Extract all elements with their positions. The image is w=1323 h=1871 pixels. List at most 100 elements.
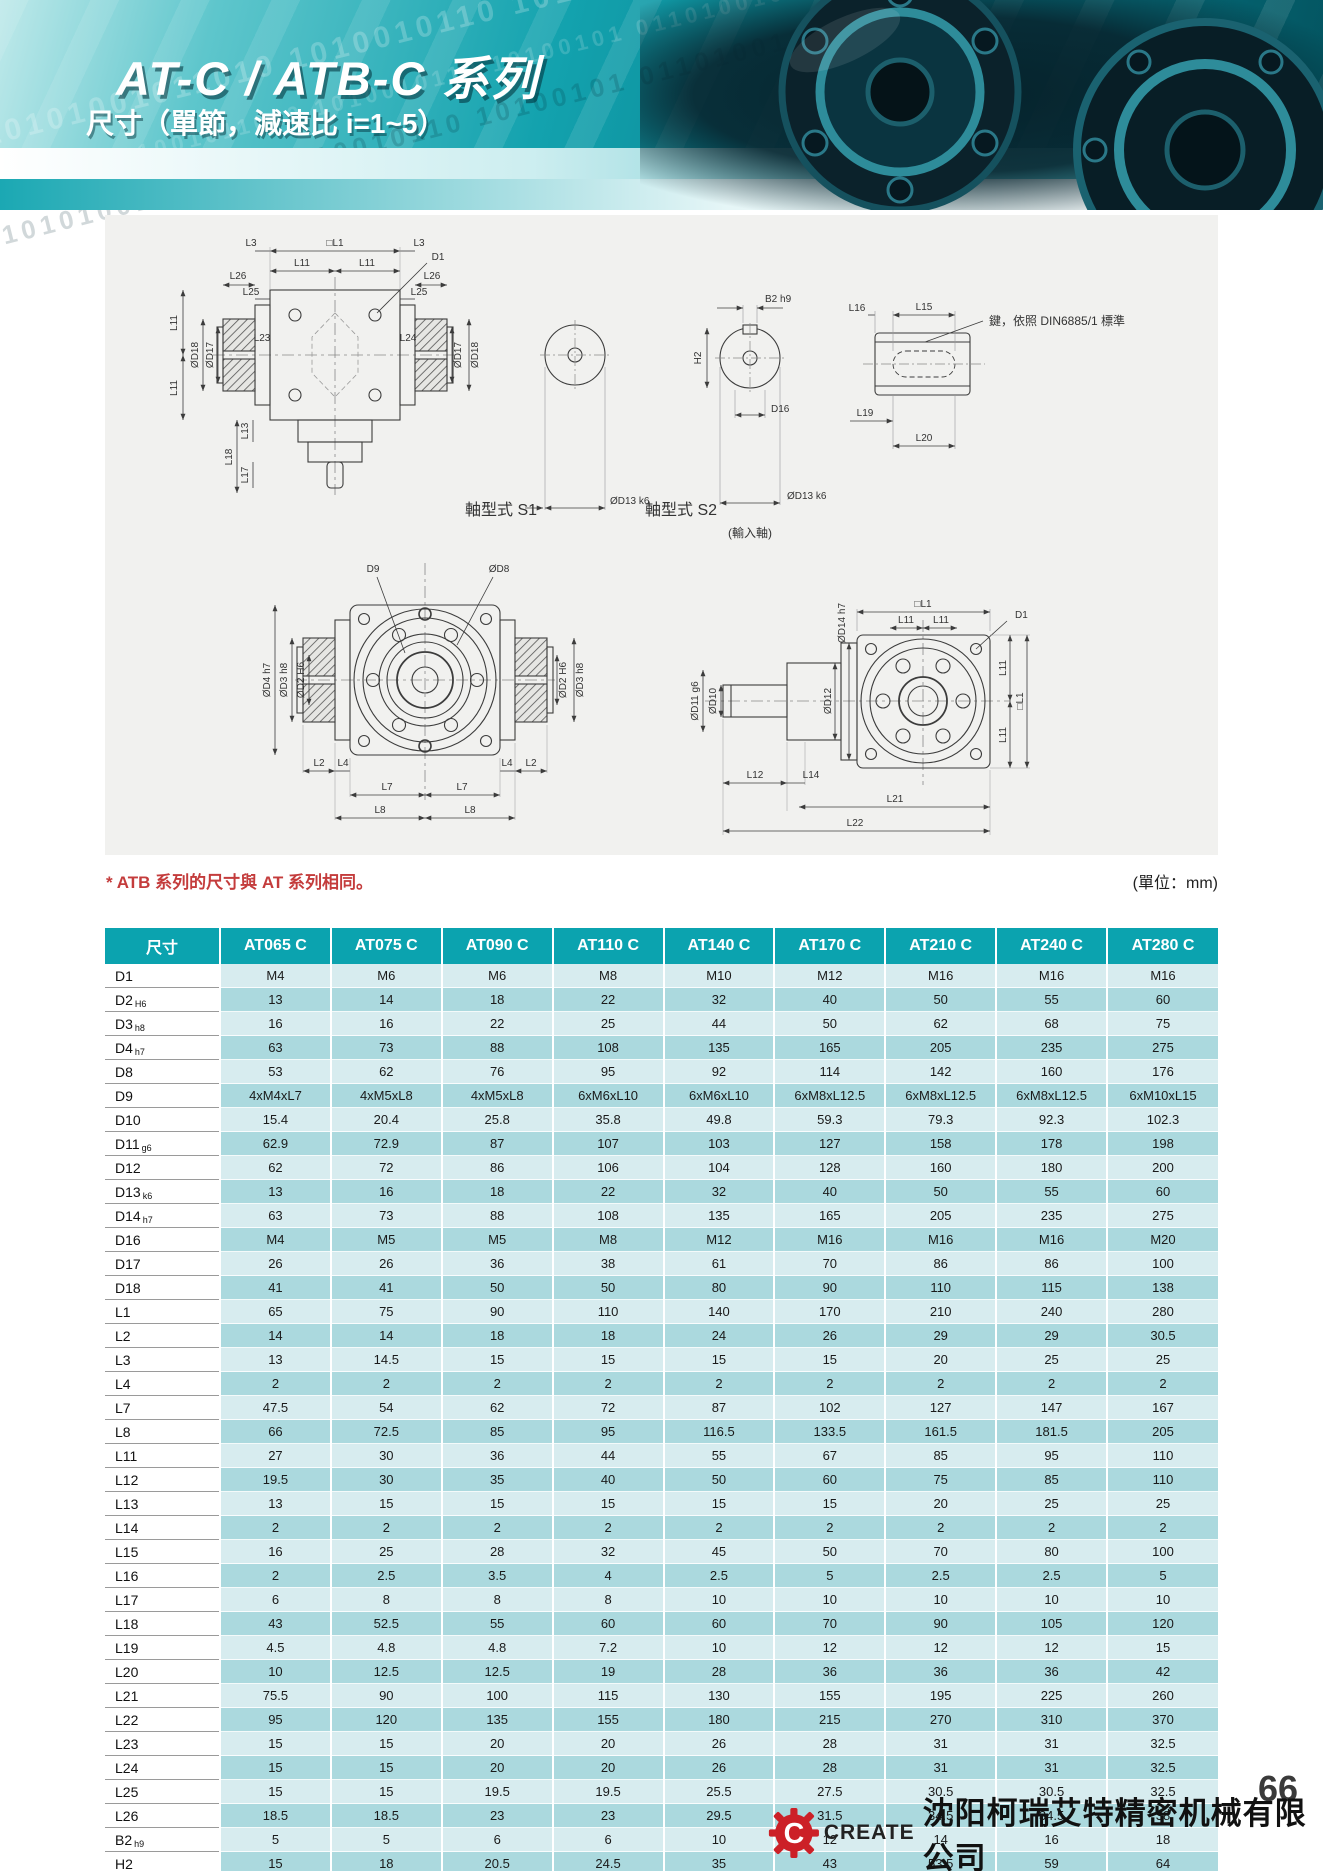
table-cell: 2 — [551, 1371, 664, 1396]
table-cell: 50 — [884, 1179, 997, 1204]
table-row: L1 65 75 90 110 140 170 210 240 280 — [105, 1299, 1218, 1324]
table-cell: 5 — [773, 1563, 886, 1588]
table-cell: 59 — [995, 1851, 1107, 1871]
table-cell: 147 — [995, 1395, 1107, 1420]
table-cell: 2 — [329, 1515, 442, 1540]
table-cell: 85 — [440, 1419, 553, 1444]
dim-label: L2 — [313, 758, 325, 769]
table-cell: 8 — [440, 1587, 553, 1612]
table-cell: 30.5 — [884, 1779, 997, 1804]
table-cell: 12 — [884, 1635, 997, 1660]
table-cell: 62.9 — [219, 1131, 331, 1156]
table-cell: 29.5 — [662, 1803, 775, 1828]
table-cell: 210 — [884, 1299, 997, 1324]
dim-label: ØD8 — [489, 564, 510, 575]
table-cell: 35.8 — [551, 1107, 664, 1132]
dim-label: ØD18 — [190, 342, 201, 369]
table-row: D11 g6 62.9 72.9 87 107 103 127 158 178 198 — [105, 1131, 1218, 1156]
row-label: D10 — [105, 1107, 220, 1132]
table-row: L4 2 2 2 2 2 2 2 2 2 — [105, 1371, 1218, 1396]
row-label: L19 — [105, 1635, 220, 1660]
table-row: D17 26 26 36 38 61 70 86 86 100 — [105, 1251, 1218, 1276]
table-cell: 155 — [551, 1707, 664, 1732]
dim-label: B2 h9 — [765, 294, 792, 305]
table-cell: 140 — [662, 1299, 775, 1324]
table-cell: 23 — [551, 1803, 664, 1828]
table-cell: 95 — [219, 1707, 331, 1732]
table-cell: 20.5 — [440, 1851, 553, 1871]
table-row: D13 k6 13 16 18 22 32 40 50 55 60 — [105, 1179, 1218, 1204]
table-cell: 22 — [551, 1179, 664, 1204]
table-cell: 95 — [995, 1443, 1107, 1468]
table-cell: 53 — [219, 1059, 331, 1084]
table-cell: 13 — [219, 1347, 331, 1372]
table-cell: 110 — [1106, 1467, 1218, 1492]
table-cell: M16 — [884, 964, 997, 988]
table-row: L26 18.5 18.5 23 23 29.5 31.5 34.5 34.5 38 — [105, 1803, 1218, 1828]
table-cell: 90 — [440, 1299, 553, 1324]
side-view-drawing: □L1 L11 L11 D1 ØD14 h7 ØD12 ØD10 ØD11 g6… — [690, 599, 1030, 835]
table-cell: 65 — [219, 1299, 331, 1324]
table-cell: 35 — [440, 1467, 553, 1492]
column-header: AT075 C — [329, 928, 442, 964]
table-cell: 107 — [551, 1131, 664, 1156]
table-cell: 270 — [884, 1707, 997, 1732]
key-note-label: 鍵，依照 DIN6885/1 標準 — [989, 313, 1125, 328]
table-cell: 16 — [219, 1011, 331, 1036]
table-cell: 41 — [219, 1275, 331, 1300]
table-cell: 4xM4xL7 — [219, 1083, 331, 1108]
table-cell: 2 — [551, 1515, 664, 1540]
row-label: L4 — [105, 1371, 220, 1396]
table-cell: 102.3 — [1106, 1107, 1218, 1132]
row-label: L12 — [105, 1467, 220, 1492]
table-cell: 5 — [219, 1827, 331, 1852]
dim-label: L4 — [501, 758, 513, 769]
table-cell: 4.8 — [329, 1635, 442, 1660]
table-cell: 2.5 — [995, 1563, 1107, 1588]
table-cell: 2 — [884, 1515, 997, 1540]
table-cell: 128 — [773, 1155, 886, 1180]
table-cell: 18.5 — [219, 1803, 331, 1828]
table-cell: 110 — [1106, 1443, 1218, 1468]
table-cell: 62 — [884, 1011, 997, 1036]
table-cell: 66 — [219, 1419, 331, 1444]
table-cell: 19.5 — [219, 1467, 331, 1492]
table-cell: 16 — [329, 1179, 442, 1204]
table-cell: 75 — [884, 1467, 997, 1492]
table-cell: M16 — [995, 964, 1107, 988]
table-cell: 88 — [440, 1203, 553, 1228]
table-cell: 25 — [1106, 1347, 1218, 1372]
row-label: D3 h8 — [105, 1011, 220, 1036]
key-detail-drawing: L16 L15 鍵，依照 DIN6885/1 標準 L19 L20 — [849, 302, 1125, 449]
dim-label: ØD14 h7 — [837, 603, 848, 643]
table-cell: 180 — [662, 1707, 775, 1732]
table-cell: 40 — [551, 1467, 664, 1492]
dim-label: L7 — [456, 782, 468, 793]
table-cell: 158 — [884, 1131, 997, 1156]
table-cell: 110 — [884, 1275, 997, 1300]
table-cell: 90 — [329, 1683, 442, 1708]
row-label: D12 — [105, 1155, 220, 1180]
dim-label: L11 — [169, 315, 180, 331]
front-view-drawing: D9 ØD8 ØD4 h7 ØD3 h8 ØD2 H6 ØD2 H6 ØD3 h… — [262, 563, 586, 821]
table-cell: 43 — [219, 1611, 331, 1636]
table-cell: 215 — [773, 1707, 886, 1732]
table-cell: 181.5 — [995, 1419, 1107, 1444]
table-cell: 170 — [773, 1299, 886, 1324]
table-cell: 60 — [662, 1611, 775, 1636]
table-cell: 25 — [551, 1011, 664, 1036]
table-row: L3 13 14.5 15 15 15 15 20 25 25 — [105, 1347, 1218, 1372]
table-cell: 110 — [551, 1299, 664, 1324]
table-cell: 38 — [1106, 1803, 1218, 1828]
table-row: L22 95 120 135 155 180 215 270 310 370 — [105, 1707, 1218, 1732]
table-cell: 14 — [884, 1827, 997, 1852]
table-cell: 30 — [329, 1443, 442, 1468]
table-cell: 86 — [884, 1251, 997, 1276]
dim-label: ØD11 g6 — [690, 681, 701, 721]
table-cell: 135 — [662, 1035, 775, 1060]
table-cell: 20 — [884, 1491, 997, 1516]
table-cell: 15 — [773, 1347, 886, 1372]
table-cell: 26 — [329, 1251, 442, 1276]
table-cell: 32.5 — [1106, 1755, 1218, 1780]
table-cell: 155 — [773, 1683, 886, 1708]
